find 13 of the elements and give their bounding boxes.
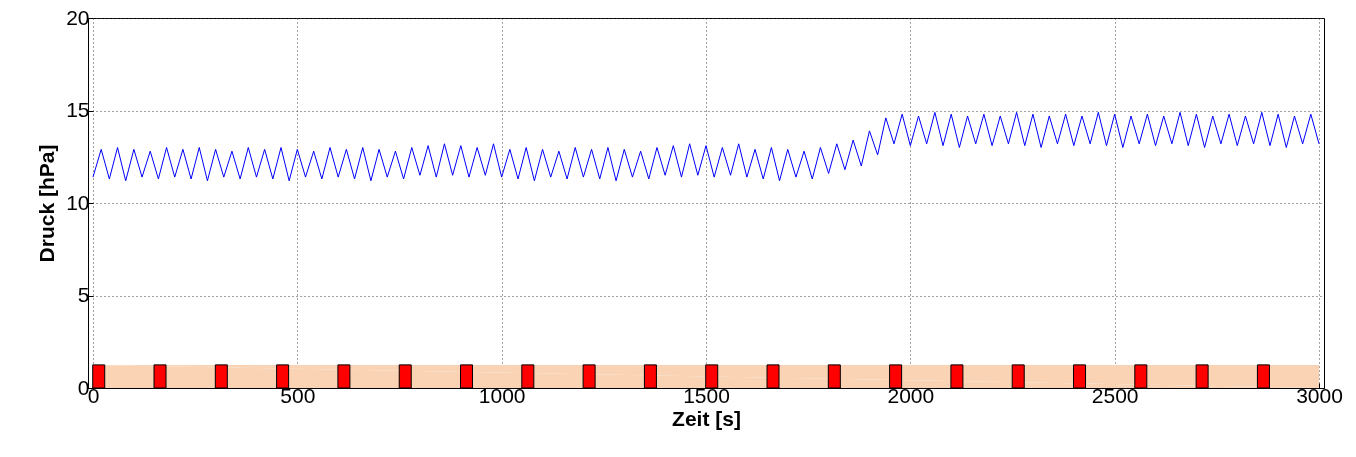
x-tick-label: 1500 [683,383,730,407]
x-tick-label: 2500 [1091,383,1139,407]
y-axis-title: Druck [hPa] [35,144,59,263]
y-tick-label: 20 [66,5,90,29]
y-tick-label: 15 [66,98,90,121]
y-tick-label: 5 [77,283,90,306]
y-tick-label: 10 [66,190,90,214]
line-series [92,111,1320,182]
x-tick-label: 500 [280,383,316,407]
x-axis-title: Zeit [s] [672,406,741,430]
x-tick-label: 1000 [478,383,526,407]
x-tick-label: 3000 [1296,383,1343,407]
x-tick-label: 2000 [887,383,935,407]
